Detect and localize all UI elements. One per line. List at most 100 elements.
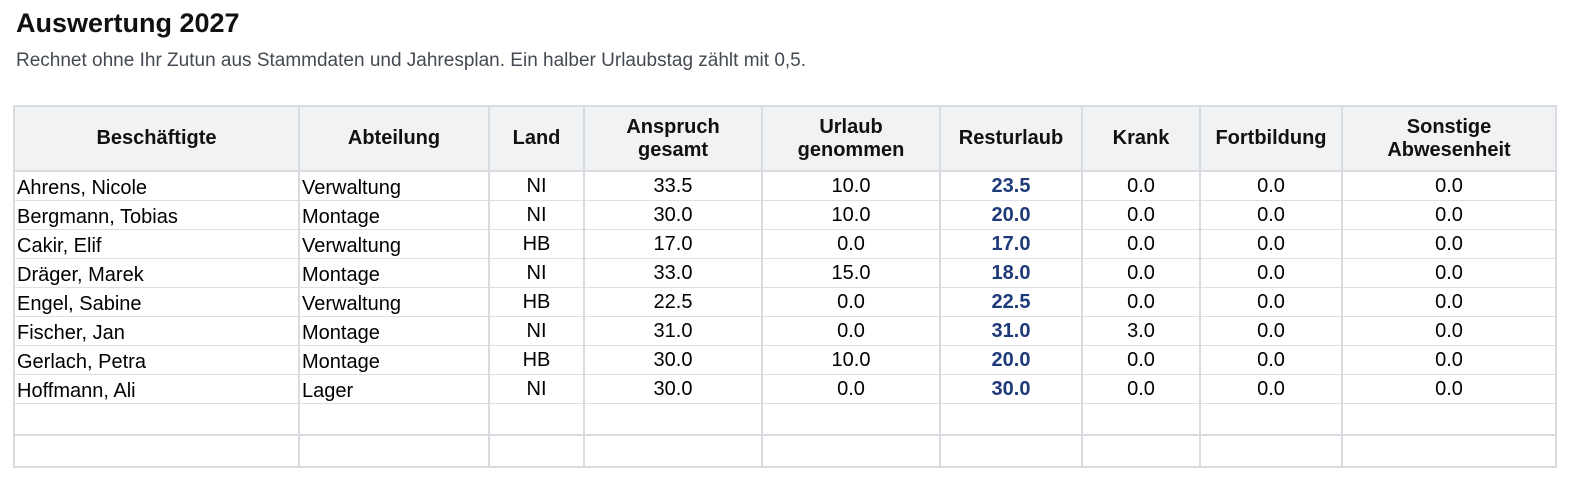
cell-entitlement-total[interactable]: 17.0 [583,229,763,259]
cell-training[interactable]: 0.0 [1199,258,1343,288]
cell-sick[interactable]: 0.0 [1081,374,1201,404]
cell-sick[interactable]: 0.0 [1081,345,1201,375]
empty-cell[interactable] [298,435,490,468]
column-header-anspruch-gesamt[interactable]: Anspruch gesamt [583,105,763,172]
cell-remaining-vacation[interactable]: 22.5 [939,287,1083,317]
empty-cell[interactable] [1199,435,1343,468]
cell-employee-name[interactable]: Engel, Sabine [13,287,300,317]
cell-employee-name[interactable]: Fischer, Jan [13,316,300,346]
cell-entitlement-total[interactable]: 30.0 [583,200,763,230]
cell-state[interactable]: HB [488,287,585,317]
cell-sick[interactable]: 0.0 [1081,171,1201,201]
cell-remaining-vacation[interactable]: 30.0 [939,374,1083,404]
cell-sick[interactable]: 3.0 [1081,316,1201,346]
empty-table-row[interactable] [13,403,1557,436]
cell-department[interactable]: Verwaltung [298,229,490,259]
empty-cell[interactable] [488,435,585,468]
column-header-urlaub-genommen[interactable]: Urlaub genommen [761,105,941,172]
cell-employee-name[interactable]: Hoffmann, Ali [13,374,300,404]
column-header-beschaeftigte[interactable]: Beschäftigte [13,105,300,172]
cell-vacation-taken[interactable]: 10.0 [761,200,941,230]
cell-remaining-vacation[interactable]: 20.0 [939,345,1083,375]
cell-department[interactable]: Montage [298,316,490,346]
empty-cell[interactable] [1081,403,1201,436]
cell-employee-name[interactable]: Cakir, Elif [13,229,300,259]
column-header-sonstige-abwesenheit[interactable]: Sonstige Abwesenheit [1341,105,1557,172]
cell-remaining-vacation[interactable]: 23.5 [939,171,1083,201]
cell-state[interactable]: NI [488,316,585,346]
cell-employee-name[interactable]: Dräger, Marek [13,258,300,288]
cell-vacation-taken[interactable]: 10.0 [761,171,941,201]
column-header-krank[interactable]: Krank [1081,105,1201,172]
cell-employee-name[interactable]: Bergmann, Tobias [13,200,300,230]
empty-cell[interactable] [761,435,941,468]
column-header-resturlaub[interactable]: Resturlaub [939,105,1083,172]
cell-training[interactable]: 0.0 [1199,287,1343,317]
column-header-fortbildung[interactable]: Fortbildung [1199,105,1343,172]
cell-other-absence[interactable]: 0.0 [1341,374,1557,404]
table-row[interactable]: Gerlach, Petra Montage HB 30.0 10.0 20.0 0.0 0.… [13,345,1557,375]
cell-sick[interactable]: 0.0 [1081,258,1201,288]
empty-cell[interactable] [298,403,490,436]
cell-department[interactable]: Verwaltung [298,171,490,201]
empty-cell[interactable] [1341,403,1557,436]
empty-cell[interactable] [939,403,1083,436]
cell-entitlement-total[interactable]: 33.5 [583,171,763,201]
cell-department[interactable]: Montage [298,200,490,230]
table-row[interactable]: Engel, Sabine Verwaltung HB 22.5 0.0 22.5 0.0 0… [13,287,1557,317]
cell-training[interactable]: 0.0 [1199,229,1343,259]
cell-entitlement-total[interactable]: 30.0 [583,345,763,375]
cell-entitlement-total[interactable]: 33.0 [583,258,763,288]
table-row[interactable]: Dräger, Marek Montage NI 33.0 15.0 18.0 0.0 0.0… [13,258,1557,288]
cell-sick[interactable]: 0.0 [1081,287,1201,317]
cell-state[interactable]: NI [488,171,585,201]
cell-other-absence[interactable]: 0.0 [1341,345,1557,375]
cell-sick[interactable]: 0.0 [1081,200,1201,230]
cell-training[interactable]: 0.0 [1199,200,1343,230]
cell-state[interactable]: NI [488,258,585,288]
cell-other-absence[interactable]: 0.0 [1341,200,1557,230]
cell-entitlement-total[interactable]: 31.0 [583,316,763,346]
empty-cell[interactable] [939,435,1083,468]
cell-state[interactable]: NI [488,374,585,404]
empty-cell[interactable] [488,403,585,436]
cell-department[interactable]: Verwaltung [298,287,490,317]
empty-cell[interactable] [583,403,763,436]
empty-cell[interactable] [583,435,763,468]
empty-cell[interactable] [1199,403,1343,436]
empty-cell[interactable] [1341,435,1557,468]
empty-cell[interactable] [13,403,300,436]
cell-remaining-vacation[interactable]: 18.0 [939,258,1083,288]
cell-other-absence[interactable]: 0.0 [1341,316,1557,346]
cell-department[interactable]: Lager [298,374,490,404]
empty-cell[interactable] [13,435,300,468]
table-row[interactable]: Ahrens, Nicole Verwaltung NI 33.5 10.0 23.5 0.… [13,171,1557,201]
cell-other-absence[interactable]: 0.0 [1341,171,1557,201]
cell-other-absence[interactable]: 0.0 [1341,258,1557,288]
cell-other-absence[interactable]: 0.0 [1341,287,1557,317]
column-header-abteilung[interactable]: Abteilung [298,105,490,172]
cell-training[interactable]: 0.0 [1199,345,1343,375]
cell-state[interactable]: HB [488,345,585,375]
cell-vacation-taken[interactable]: 10.0 [761,345,941,375]
cell-remaining-vacation[interactable]: 31.0 [939,316,1083,346]
table-row[interactable]: Bergmann, Tobias Montage NI 30.0 10.0 20.0 0.0… [13,200,1557,230]
cell-vacation-taken[interactable]: 0.0 [761,316,941,346]
cell-training[interactable]: 0.0 [1199,374,1343,404]
table-row[interactable]: Cakir, Elif Verwaltung HB 17.0 0.0 17.0 0.0 0.0… [13,229,1557,259]
cell-sick[interactable]: 0.0 [1081,229,1201,259]
table-row[interactable]: Hoffmann, Ali Lager NI 30.0 0.0 30.0 0.0 0.0 0.0 [13,374,1557,404]
cell-vacation-taken[interactable]: 15.0 [761,258,941,288]
cell-vacation-taken[interactable]: 0.0 [761,287,941,317]
cell-vacation-taken[interactable]: 0.0 [761,374,941,404]
cell-entitlement-total[interactable]: 22.5 [583,287,763,317]
cell-state[interactable]: HB [488,229,585,259]
cell-department[interactable]: Montage [298,258,490,288]
cell-employee-name[interactable]: Ahrens, Nicole [13,171,300,201]
cell-other-absence[interactable]: 0.0 [1341,229,1557,259]
cell-training[interactable]: 0.0 [1199,316,1343,346]
cell-remaining-vacation[interactable]: 20.0 [939,200,1083,230]
cell-remaining-vacation[interactable]: 17.0 [939,229,1083,259]
empty-cell[interactable] [761,403,941,436]
table-row[interactable]: Fischer, Jan Montage NI 31.0 0.0 31.0 3.0 0.0 0.… [13,316,1557,346]
